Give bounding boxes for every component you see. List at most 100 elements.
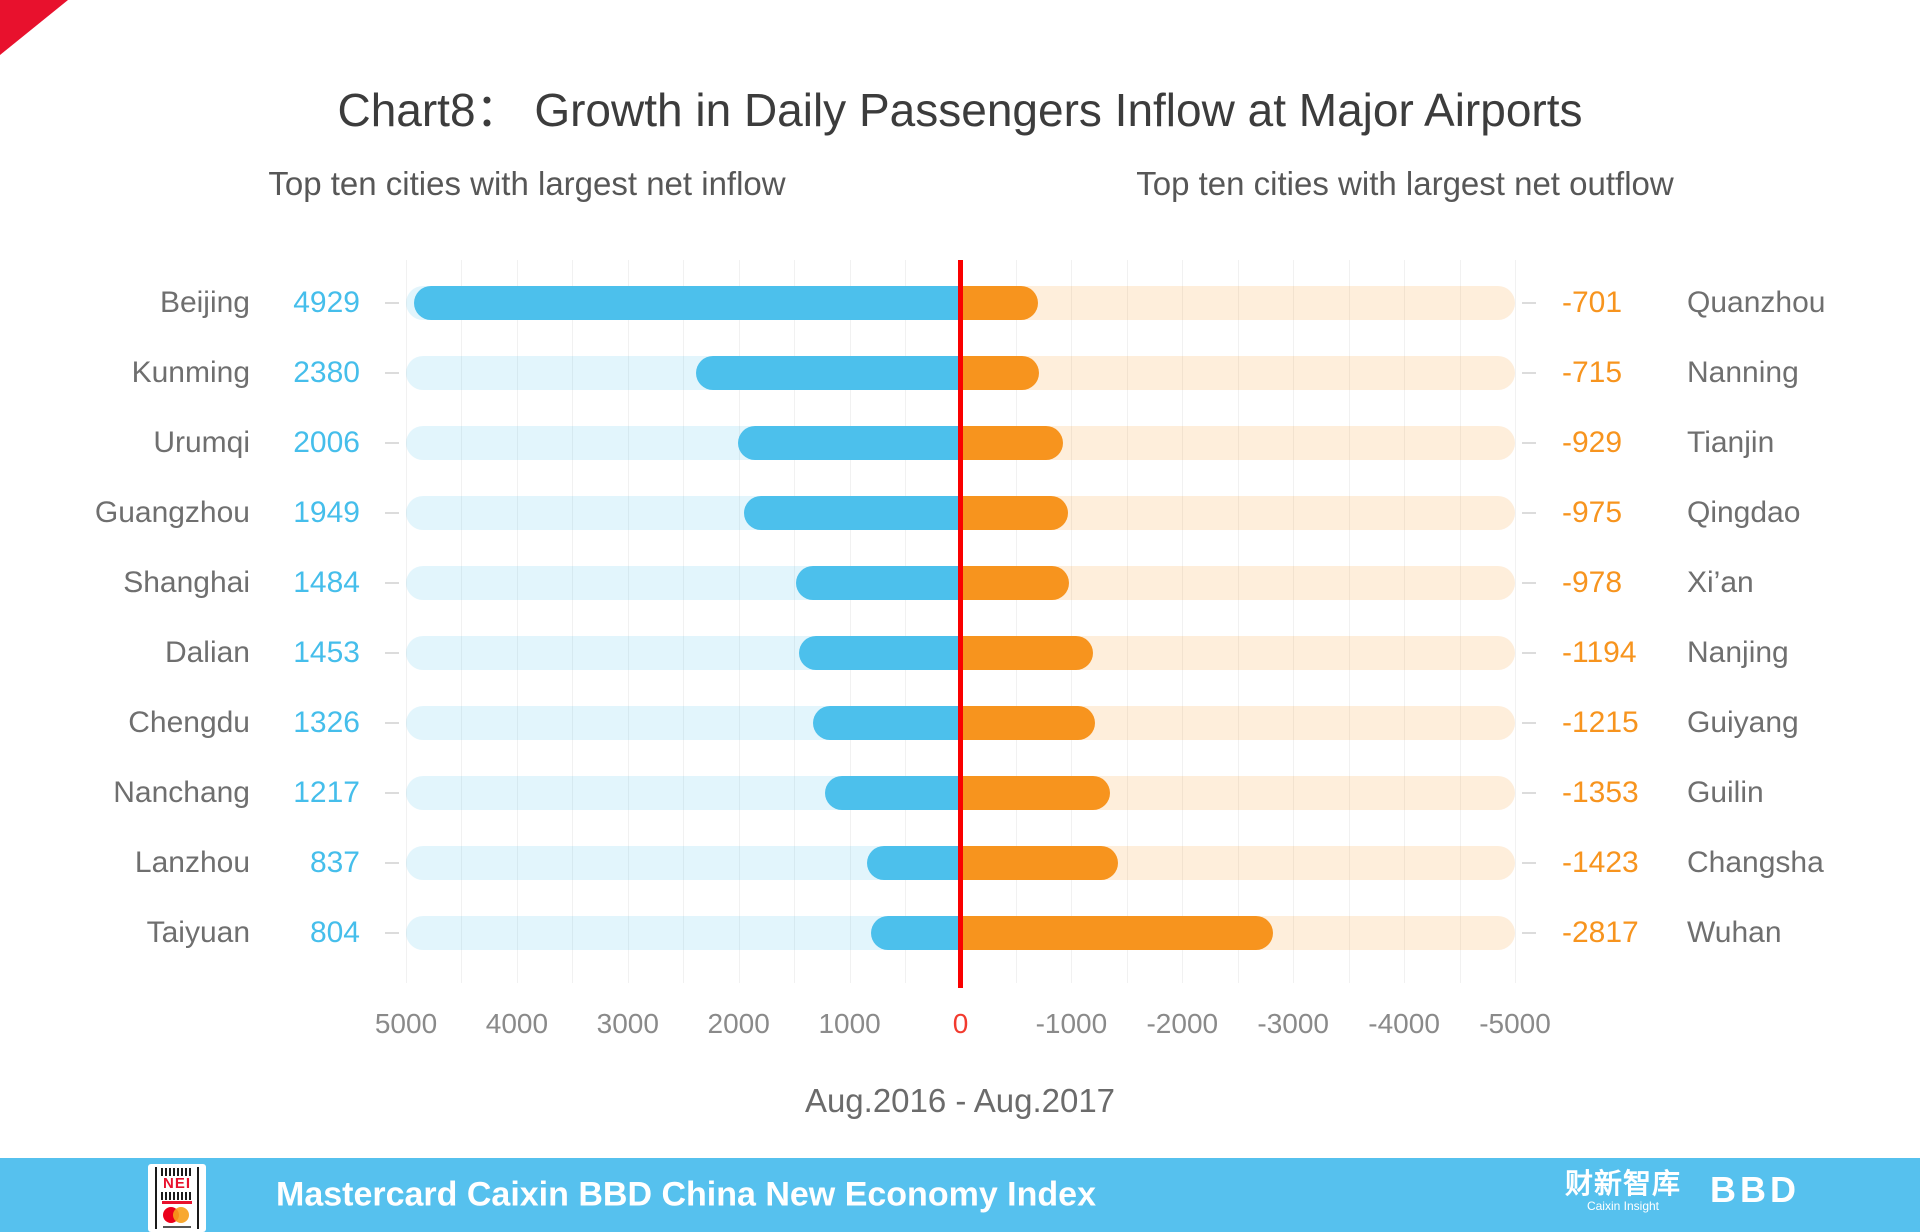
chart-row: Nanchang 1217 -1353 Guilin [0, 776, 1920, 810]
outflow-bar [960, 356, 1040, 390]
chart-row: Chengdu 1326 -1215 Guiyang [0, 706, 1920, 740]
outflow-bar [960, 636, 1093, 670]
outflow-track [960, 356, 1515, 390]
outflow-city-label: Guilin [1687, 776, 1764, 809]
inflow-city-label: Dalian [164, 636, 250, 669]
gridline [1126, 260, 1128, 983]
outflow-value-label: -715 [1562, 356, 1623, 389]
outflow-city-label: Guiyang [1687, 706, 1799, 739]
x-tick--1000: -1000 [1035, 1008, 1108, 1039]
row-tick-left [385, 372, 399, 374]
gridline [738, 260, 740, 983]
inflow-city-label: Beijing [159, 286, 250, 319]
row-tick-right [1522, 302, 1536, 304]
inflow-value-label: 2380 [293, 356, 360, 389]
gridline [406, 260, 407, 983]
caixin-logo-en: Caixin Insight [1586, 1199, 1660, 1213]
mastercard-orange-circle [173, 1207, 189, 1223]
gridline [1182, 260, 1184, 983]
inflow-bar [825, 776, 960, 810]
inflow-city-label: Shanghai [123, 566, 250, 599]
row-tick-right [1522, 862, 1536, 864]
inflow-bar [795, 566, 960, 600]
row-tick-left [385, 442, 399, 444]
inflow-value-label: 4929 [293, 286, 360, 319]
x-tick-3000: 3000 [596, 1008, 659, 1039]
row-tick-left [385, 792, 399, 794]
outflow-bar [960, 916, 1273, 950]
gridline [572, 260, 574, 983]
inflow-value-label: 804 [309, 916, 360, 949]
inflow-bar [696, 356, 960, 390]
footer-bar: NEI Mastercard Caixin BBD China New Econ… [0, 1158, 1920, 1232]
row-tick-left [385, 302, 399, 304]
caixin-logo-cn: 财新智库 [1564, 1168, 1681, 1199]
mastercard-icon [157, 1206, 197, 1224]
subtitle-net-inflow: Top ten cities with largest net inflow [268, 165, 786, 202]
row-tick-left [385, 582, 399, 584]
inflow-city-label: Kunming [131, 356, 250, 389]
subtitle-net-outflow: Top ten cities with largest net outflow [1136, 165, 1674, 202]
outflow-bar [960, 566, 1069, 600]
bbd-logo: BBD [1710, 1169, 1800, 1210]
gridline [1404, 260, 1406, 983]
row-tick-right [1522, 932, 1536, 934]
gridline [461, 260, 463, 983]
inflow-bar [737, 426, 960, 460]
gridline [516, 260, 518, 983]
outflow-city-label: Quanzhou [1687, 286, 1826, 319]
outflow-value-label: -1215 [1562, 706, 1639, 739]
row-tick-right [1522, 582, 1536, 584]
inflow-city-label: Chengdu [128, 706, 250, 739]
chart-row: Urumqi 2006 -929 Tianjin [0, 426, 1920, 460]
row-tick-left [385, 722, 399, 724]
period-label: Aug.2016 - Aug.2017 [804, 1082, 1116, 1119]
nei-barcode-mid [161, 1192, 193, 1200]
row-tick-left [385, 932, 399, 934]
inflow-value-label: 1326 [293, 706, 360, 739]
gridline [1459, 260, 1461, 983]
row-tick-right [1522, 792, 1536, 794]
row-tick-right [1522, 512, 1536, 514]
outflow-value-label: -1194 [1562, 636, 1637, 669]
gridline [1515, 260, 1516, 983]
inflow-value-label: 1453 [293, 636, 360, 669]
row-tick-right [1522, 442, 1536, 444]
outflow-city-label: Changsha [1687, 846, 1824, 879]
outflow-city-label: Tianjin [1687, 426, 1775, 459]
gridline [1015, 260, 1017, 983]
outflow-bar [960, 706, 1095, 740]
x-tick-4000: 4000 [485, 1008, 549, 1039]
inflow-track [406, 916, 960, 950]
row-tick-left [385, 652, 399, 654]
outflow-value-label: -701 [1562, 286, 1623, 319]
inflow-bar [413, 286, 960, 320]
gridline [1071, 260, 1073, 983]
x-tick-0: 0 [952, 1008, 969, 1039]
inflow-value-label: 1484 [293, 566, 360, 599]
nei-logo-text: NEI [162, 1175, 191, 1192]
inflow-city-label: Nanchang [113, 776, 250, 809]
gridline [794, 260, 796, 983]
inflow-value-label: 837 [309, 846, 360, 879]
outflow-bar [960, 496, 1069, 530]
chart-row: Lanzhou 837 -1423 Changsha [0, 846, 1920, 880]
chart-row: Dalian 1453 -1194 Nanjing [0, 636, 1920, 670]
chart-row: Beijing 4929 -701 Quanzhou [0, 286, 1920, 320]
outflow-value-label: -2817 [1562, 916, 1639, 949]
chart-row: Guangzhou 1949 -975 Qingdao [0, 496, 1920, 530]
x-tick--3000: -3000 [1257, 1008, 1329, 1039]
gridline [627, 260, 629, 983]
x-tick--2000: -2000 [1146, 1008, 1219, 1039]
row-tick-left [385, 512, 399, 514]
outflow-value-label: -978 [1562, 566, 1623, 599]
row-tick-right [1522, 652, 1536, 654]
chart-row: Taiyuan 804 -2817 Wuhan [0, 916, 1920, 950]
gridline [905, 260, 907, 983]
gridline [849, 260, 851, 983]
gridline [683, 260, 685, 983]
x-tick-2000: 2000 [707, 1008, 770, 1039]
outflow-city-label: Qingdao [1687, 496, 1801, 529]
inflow-value-label: 1949 [293, 496, 360, 529]
